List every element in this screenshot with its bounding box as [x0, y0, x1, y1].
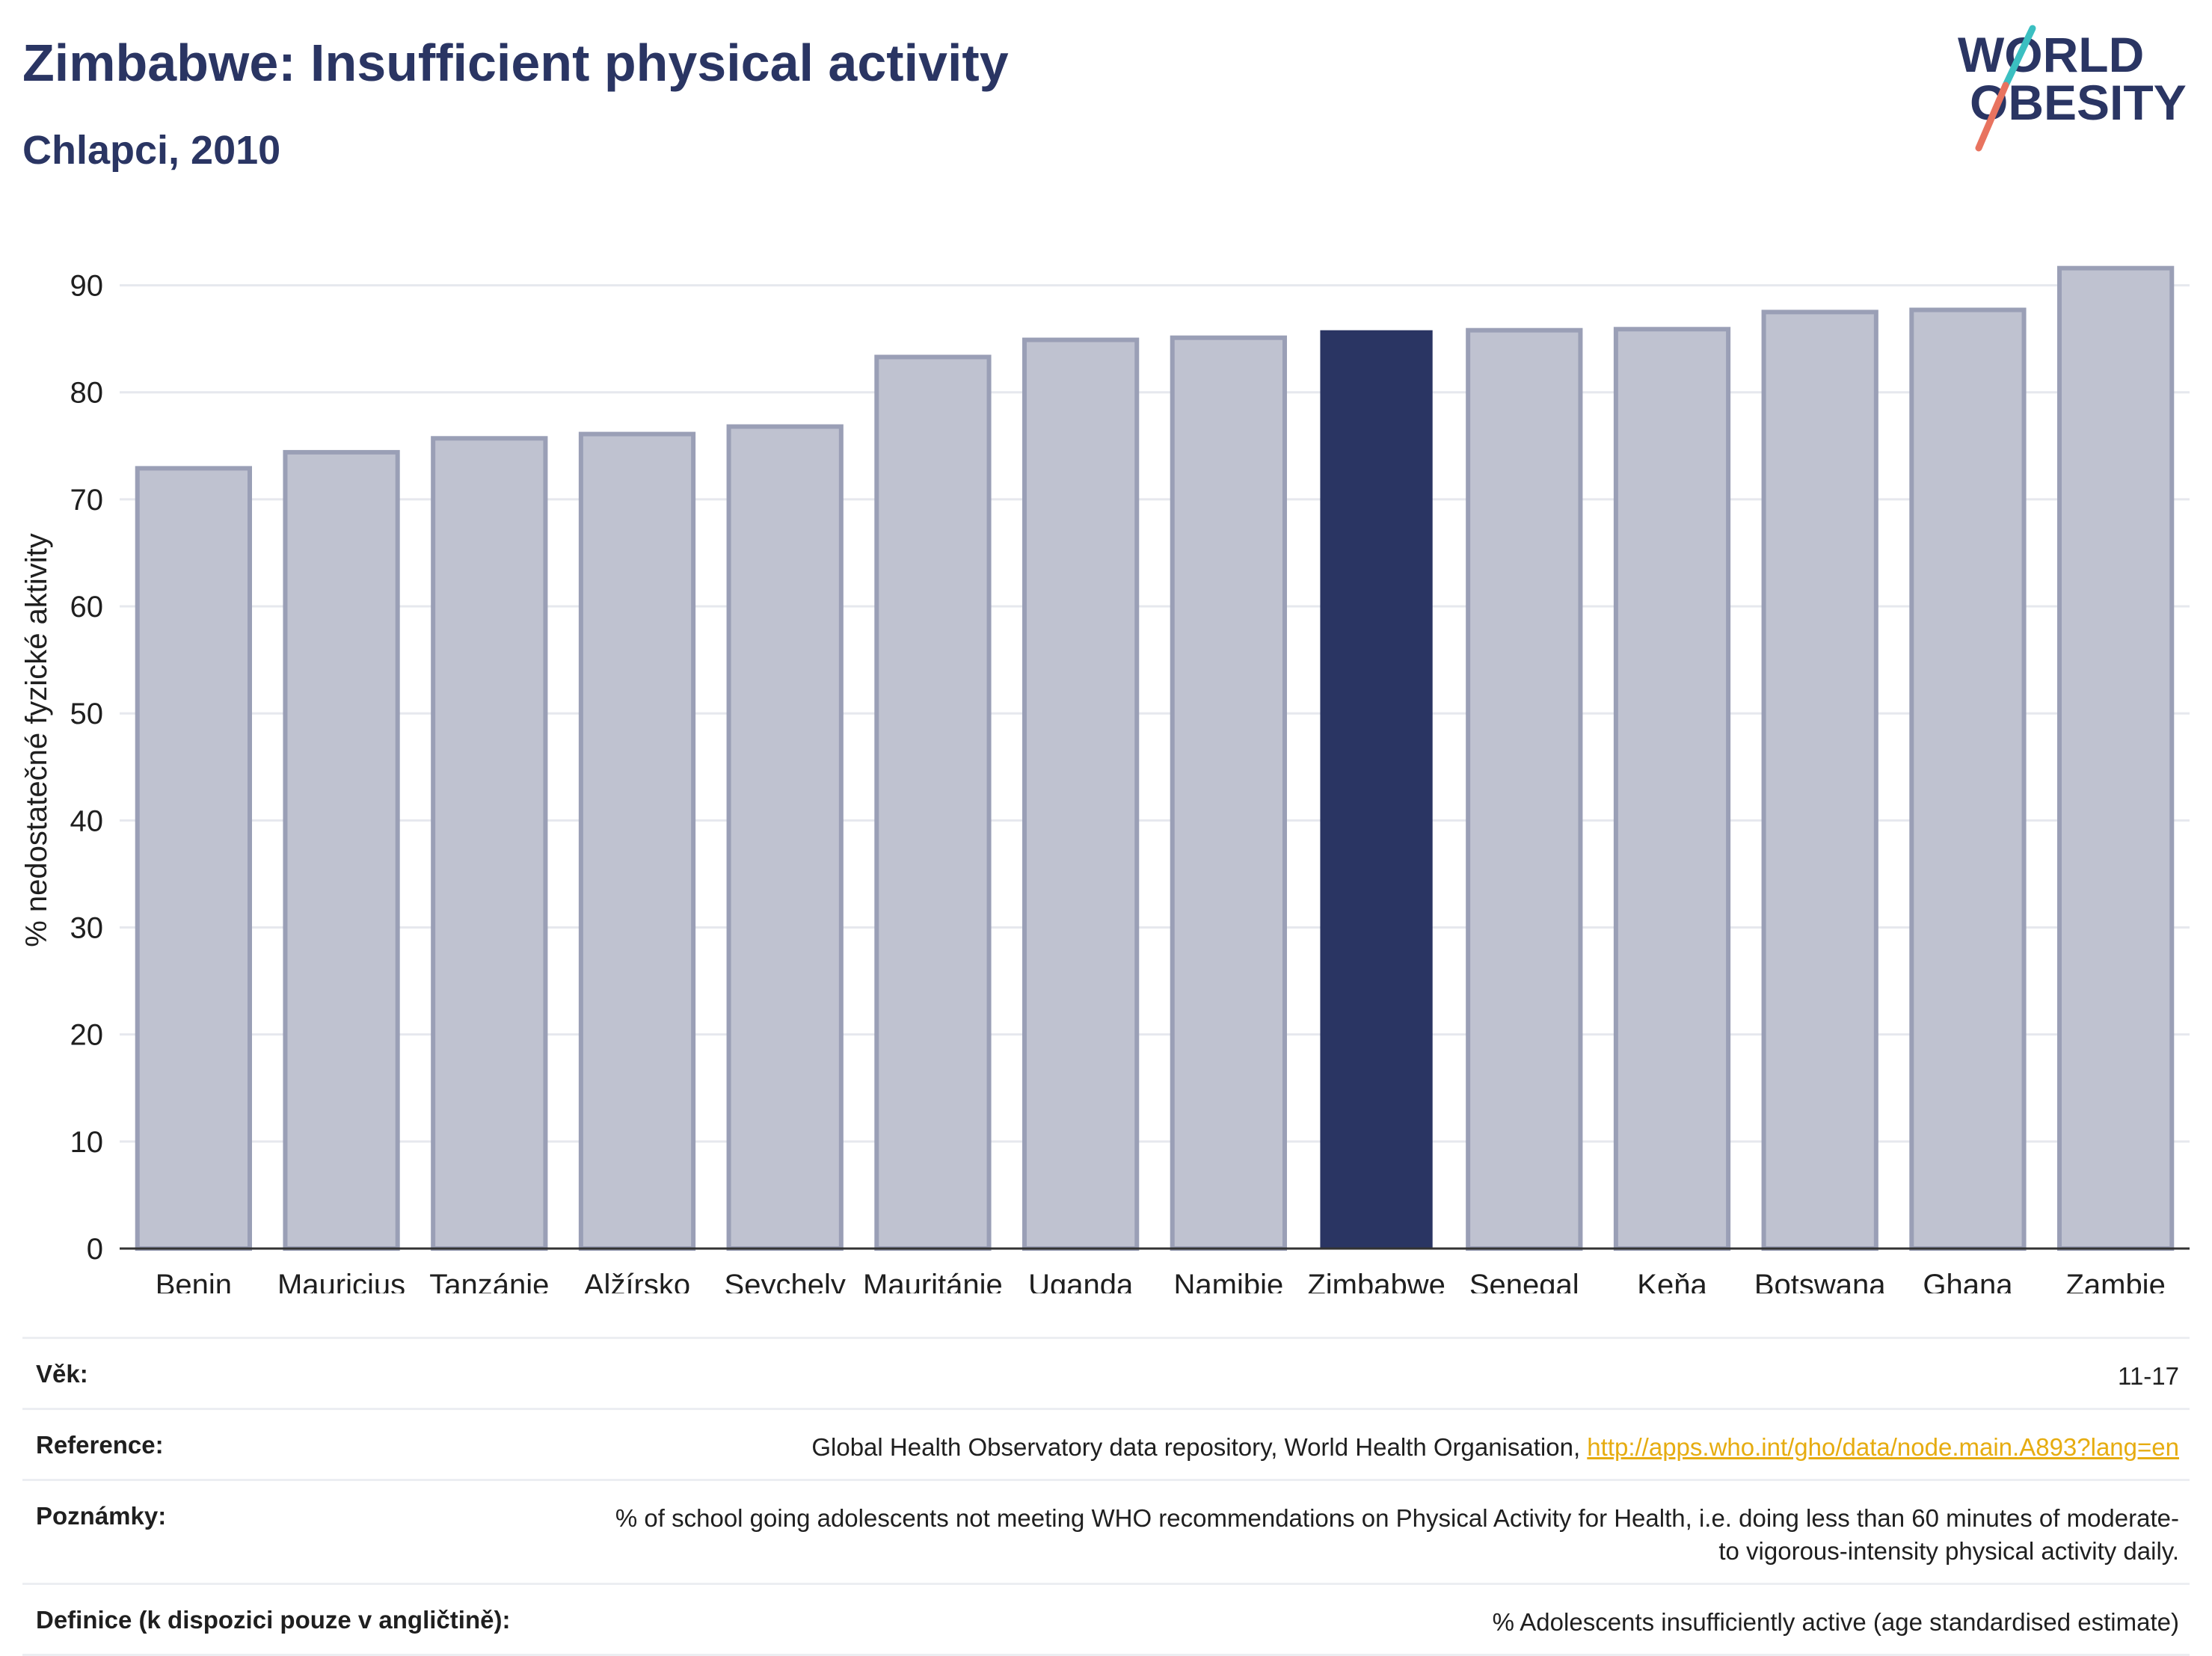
meta-row-age: Věk: 11-17: [22, 1337, 2190, 1408]
axes: 0 10 20 30 40 50 60 70 80 90 Benin Mauricius Tanzáni…: [70, 270, 2190, 1293]
world-obesity-logo: WORLD OBESITY: [1958, 25, 2187, 152]
x-tick-label: Botswana: [1754, 1269, 1886, 1293]
bar-benin: [135, 466, 252, 1252]
x-tick-label: Senegal: [1469, 1269, 1579, 1293]
bar-zambie: [2057, 265, 2175, 1251]
meta-value-reference: Global Health Observatory data repositor…: [811, 1431, 2179, 1464]
x-tick-label: Namibie: [1173, 1269, 1283, 1293]
bar-ghana: [1909, 307, 2027, 1252]
grid-lines: [120, 284, 2190, 1143]
meta-label: Definice (k dispozici pouze v angličtině…: [36, 1606, 511, 1634]
metadata-table: Věk: 11-17 Reference: Global Health Obse…: [22, 1337, 2190, 1656]
bar-mauritánie: [874, 354, 992, 1251]
bar-chart: 0 10 20 30 40 50 60 70 80 90 Benin Mauricius Tanzáni…: [20, 265, 2190, 1293]
y-tick-label: 20: [70, 1019, 104, 1052]
meta-label: Reference:: [36, 1431, 164, 1459]
meta-row-reference: Reference: Global Health Observatory dat…: [22, 1408, 2190, 1479]
x-tick-label: Ghana: [1923, 1269, 2013, 1293]
bar-tanzánie: [431, 436, 548, 1252]
bars: [135, 265, 2175, 1252]
x-tick-label: Zambie: [2065, 1269, 2165, 1293]
x-tick-label: Benin: [156, 1269, 232, 1293]
page-subtitle: Chlapci, 2010: [22, 128, 281, 173]
bar-zimbabwe: [1320, 330, 1433, 1249]
y-tick-label: 0: [87, 1233, 103, 1266]
x-tick-label: Mauritánie: [863, 1269, 1003, 1293]
y-tick-label: 50: [70, 698, 104, 730]
y-tick-label: 10: [70, 1126, 104, 1159]
meta-value: % of school going adolescents not meetin…: [615, 1504, 2179, 1565]
x-tick-label: Keňa: [1637, 1269, 1707, 1293]
bar-uganda: [1022, 337, 1140, 1251]
meta-row-notes: Poznámky: % of school going adolescents …: [22, 1479, 2190, 1583]
y-tick-label: 80: [70, 377, 104, 410]
bar-mauricius: [283, 449, 400, 1251]
reference-link[interactable]: http://apps.who.int/gho/data/node.main.A…: [1587, 1433, 2179, 1461]
bar-alžírsko: [578, 431, 696, 1251]
meta-value: 11-17: [2118, 1362, 2179, 1390]
bar-seychely: [726, 424, 844, 1251]
bar-botswana: [1761, 310, 1878, 1252]
page-title: Zimbabwe: Insufficient physical activity: [22, 34, 1009, 92]
logo-slash-coral: [1975, 81, 2009, 152]
x-tick-label: Mauricius: [277, 1269, 405, 1293]
y-tick-label: 40: [70, 804, 104, 837]
y-axis-label: % nedostatečné fyzické aktivity: [20, 533, 53, 947]
x-tick-label: Alžírsko: [584, 1269, 690, 1293]
x-tick-label: Zimbabwe: [1307, 1269, 1446, 1293]
bar-keňa: [1613, 327, 1731, 1251]
reference-text: Global Health Observatory data repositor…: [811, 1433, 1581, 1461]
y-tick-label: 90: [70, 270, 104, 303]
x-tick-label: Uganda: [1028, 1269, 1134, 1293]
y-tick-label: 60: [70, 591, 104, 624]
bar-namibie: [1170, 335, 1287, 1251]
x-tick-label: Tanzánie: [429, 1269, 549, 1293]
meta-label: Věk:: [36, 1360, 88, 1388]
y-tick-label: 70: [70, 484, 104, 517]
x-tick-label: Seychely: [725, 1269, 846, 1293]
y-tick-label: 30: [70, 912, 104, 945]
logo-slash-teal: [2002, 25, 2036, 89]
logo-line-world: WORLD: [1958, 27, 2144, 82]
bar-senegal: [1466, 327, 1583, 1251]
meta-value: % Adolescents insufficiently active (age…: [1492, 1608, 2179, 1636]
meta-label: Poznámky:: [36, 1502, 167, 1530]
meta-row-definition: Definice (k dispozici pouze v angličtině…: [22, 1583, 2190, 1656]
logo-line-obesity: OBESITY: [1970, 75, 2187, 130]
